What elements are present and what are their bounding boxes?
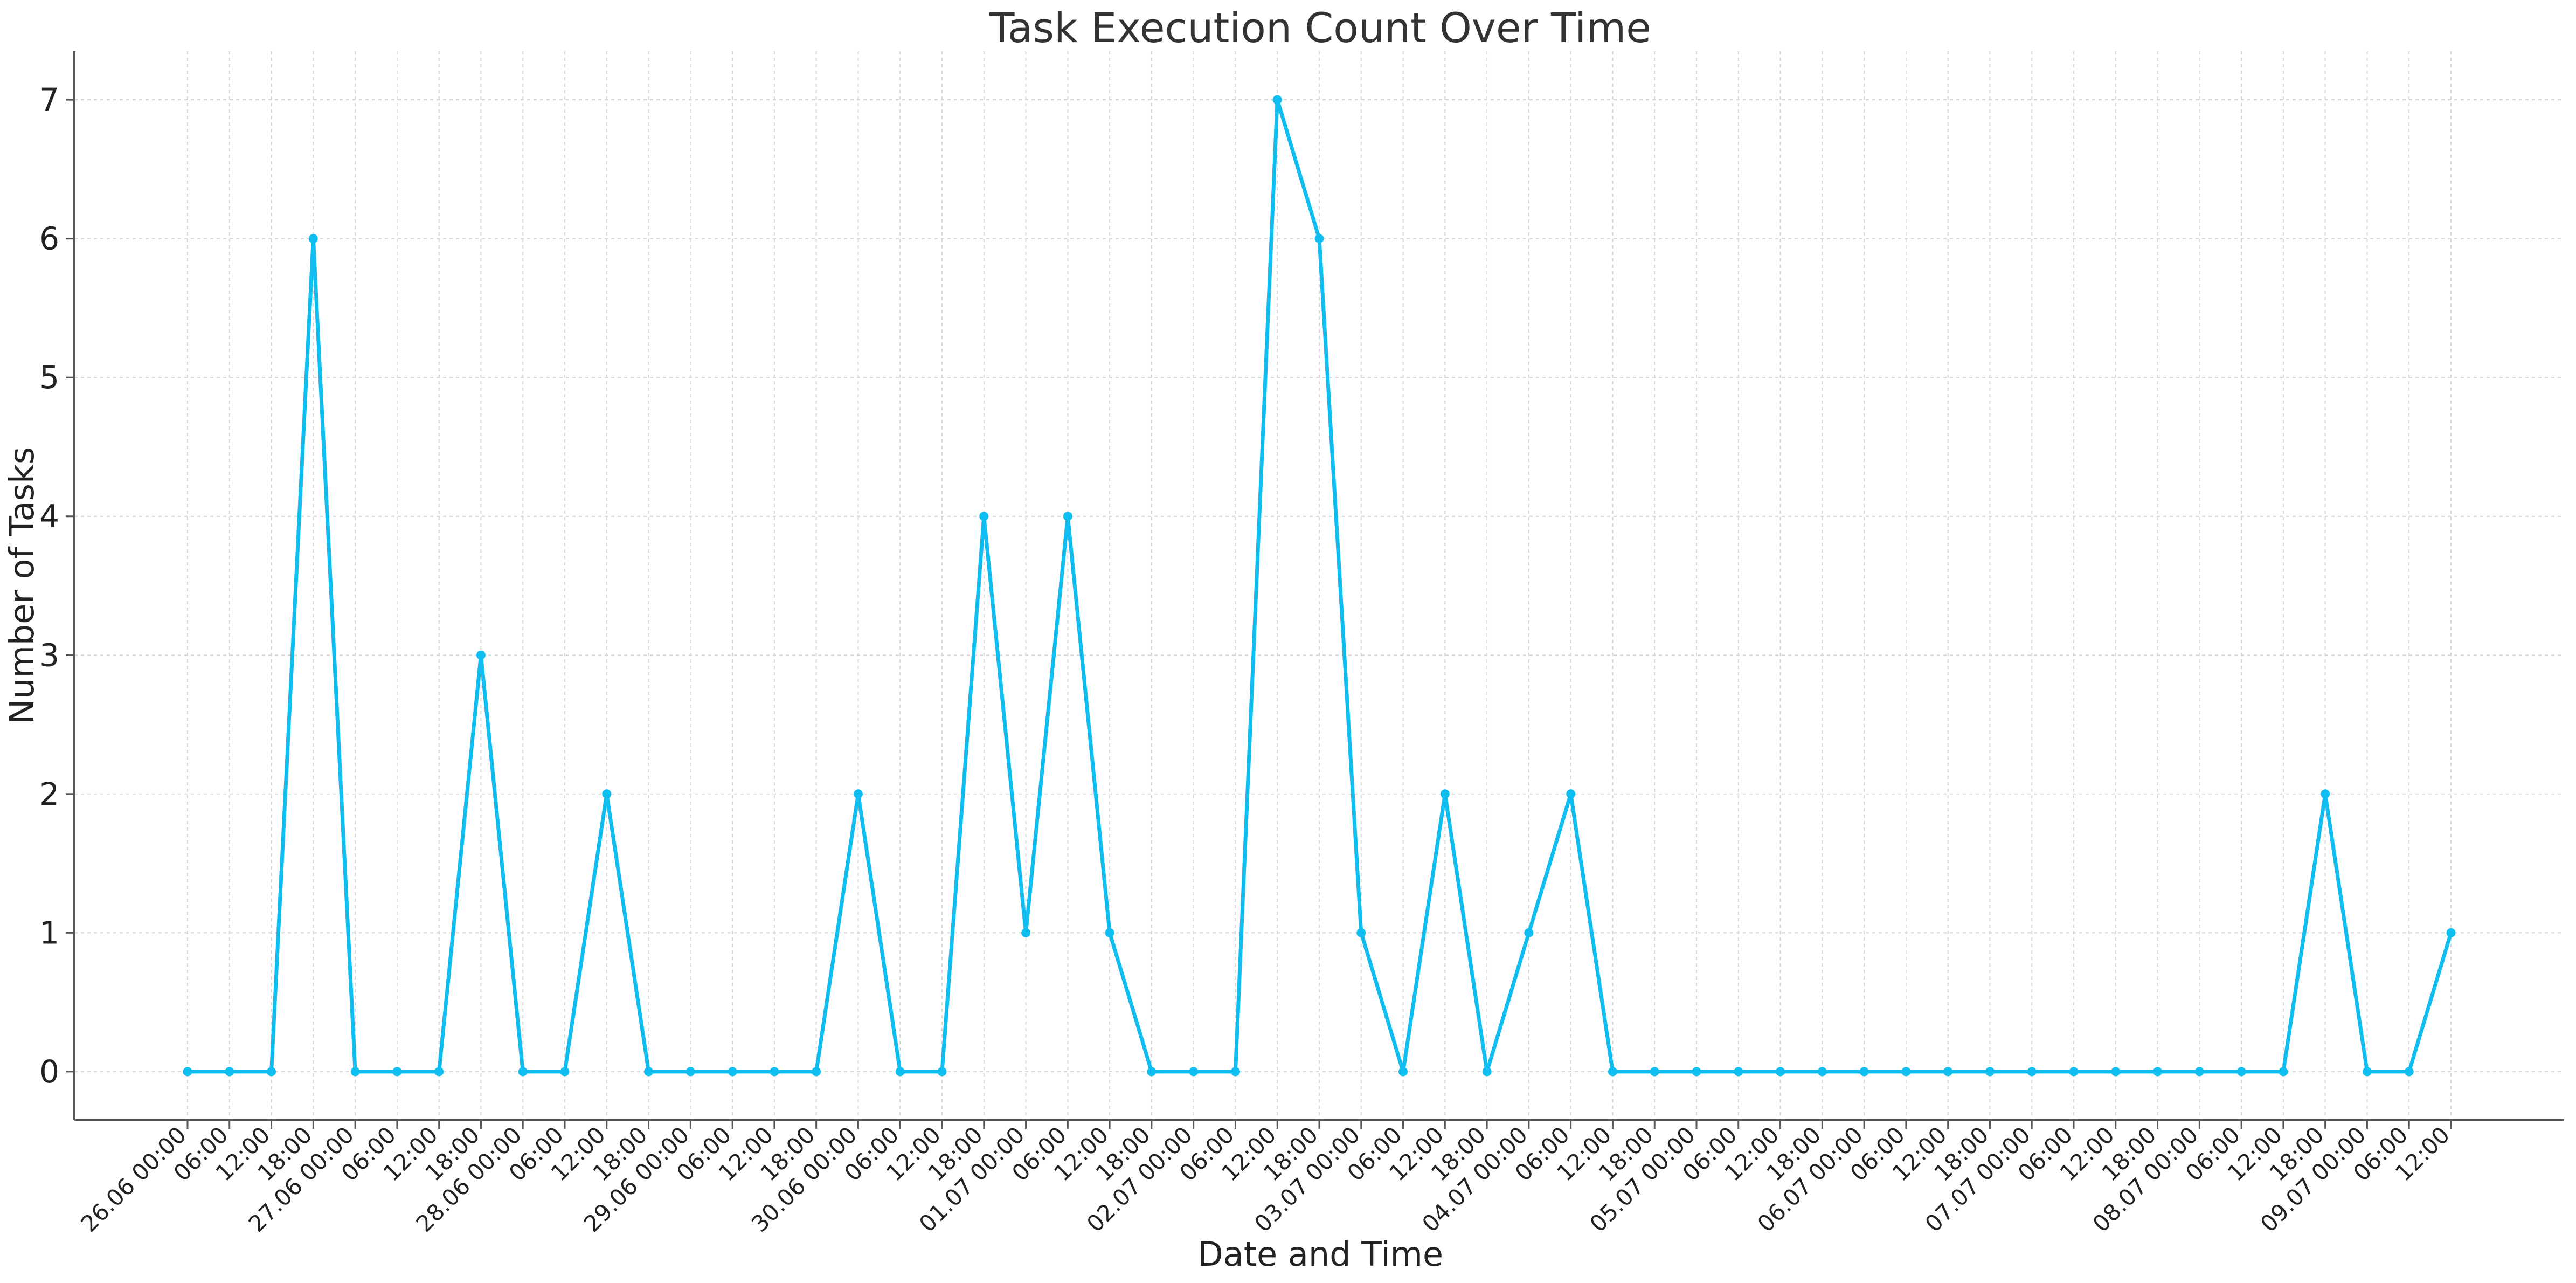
- data-point-29: [1398, 1067, 1408, 1077]
- data-point-40: [1859, 1067, 1869, 1077]
- y-tick-label-1: 1: [39, 914, 59, 951]
- data-point-7: [476, 650, 486, 660]
- chart-title: Task Execution Count Over Time: [989, 4, 1651, 52]
- data-point-19: [979, 512, 989, 521]
- y-tick-label-0: 0: [39, 1053, 59, 1090]
- data-point-25: [1230, 1067, 1240, 1077]
- y-tick-label-3: 3: [39, 637, 59, 673]
- series-points: [183, 95, 2456, 1077]
- data-point-51: [2321, 789, 2330, 799]
- data-point-17: [895, 1067, 905, 1077]
- data-point-24: [1189, 1067, 1199, 1077]
- y-axis-label: Number of Tasks: [2, 447, 41, 724]
- y-tick-label-2: 2: [39, 776, 59, 812]
- data-point-6: [434, 1067, 444, 1077]
- x-axis-label: Date and Time: [1197, 1234, 1443, 1274]
- data-point-14: [770, 1067, 779, 1077]
- data-point-48: [2194, 1067, 2204, 1077]
- grid-layer: [74, 51, 2564, 1120]
- data-point-49: [2236, 1067, 2246, 1077]
- data-point-52: [2362, 1067, 2372, 1077]
- data-point-3: [308, 234, 318, 244]
- data-point-33: [1566, 789, 1576, 799]
- data-point-27: [1314, 234, 1324, 244]
- data-point-43: [1985, 1067, 1995, 1077]
- data-point-1: [225, 1067, 234, 1077]
- data-point-37: [1734, 1067, 1743, 1077]
- data-point-44: [2027, 1067, 2037, 1077]
- data-point-31: [1482, 1067, 1492, 1077]
- data-point-39: [1817, 1067, 1827, 1077]
- data-point-2: [267, 1067, 276, 1077]
- data-point-41: [1901, 1067, 1911, 1077]
- data-point-22: [1105, 928, 1114, 937]
- data-point-30: [1440, 789, 1450, 799]
- data-point-28: [1356, 928, 1366, 937]
- data-point-34: [1608, 1067, 1617, 1077]
- y-ticks: 0 1 2 3 4 5 6 7: [39, 81, 74, 1090]
- data-point-13: [728, 1067, 737, 1077]
- y-tick-label-5: 5: [39, 359, 59, 396]
- data-point-26: [1272, 95, 1282, 105]
- y-tick-label-6: 6: [39, 220, 59, 257]
- data-point-23: [1147, 1067, 1157, 1077]
- data-point-10: [602, 789, 612, 799]
- data-point-53: [2404, 1067, 2414, 1077]
- data-point-18: [937, 1067, 947, 1077]
- data-point-12: [685, 1067, 695, 1077]
- data-point-42: [1943, 1067, 1953, 1077]
- data-point-45: [2069, 1067, 2079, 1077]
- data-point-36: [1692, 1067, 1701, 1077]
- data-point-20: [1021, 928, 1031, 937]
- data-point-32: [1524, 928, 1534, 937]
- data-point-54: [2446, 928, 2456, 937]
- data-point-35: [1650, 1067, 1659, 1077]
- data-point-4: [350, 1067, 360, 1077]
- y-tick-label-7: 7: [39, 81, 59, 118]
- data-point-5: [392, 1067, 402, 1077]
- data-point-9: [560, 1067, 570, 1077]
- data-point-21: [1063, 512, 1072, 521]
- y-tick-label-4: 4: [39, 498, 59, 535]
- data-point-8: [518, 1067, 528, 1077]
- x-tick-label-0: 26.06 00:00: [75, 1121, 191, 1237]
- data-point-16: [853, 789, 863, 799]
- data-point-11: [644, 1067, 654, 1077]
- data-point-46: [2111, 1067, 2121, 1077]
- data-point-47: [2153, 1067, 2163, 1077]
- data-point-38: [1776, 1067, 1785, 1077]
- data-point-50: [2279, 1067, 2288, 1077]
- data-point-15: [812, 1067, 821, 1077]
- data-point-0: [183, 1067, 192, 1077]
